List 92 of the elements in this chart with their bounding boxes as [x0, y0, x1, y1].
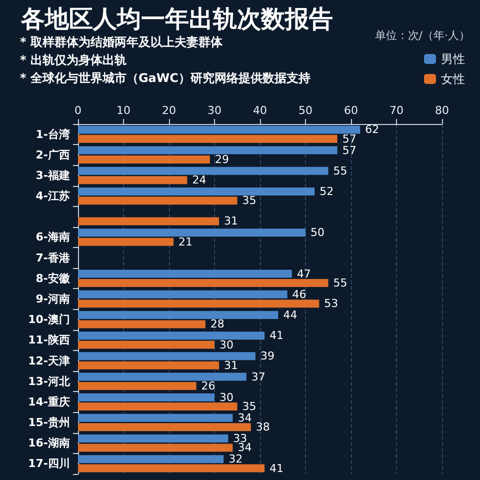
- bar: [78, 187, 315, 196]
- x-tick-label: 10: [116, 104, 130, 117]
- data-label: 47: [296, 267, 311, 280]
- y-tick-label: 4-江苏: [36, 190, 70, 203]
- bar: [78, 290, 288, 298]
- y-tick-label: 2-广西: [36, 148, 70, 162]
- x-tick-label: 80: [435, 104, 449, 117]
- data-label: 52: [320, 184, 334, 198]
- x-tick-label: 70: [390, 104, 404, 117]
- bar: [78, 196, 238, 205]
- bar: [78, 270, 292, 278]
- y-tick-label: 14-重庆: [28, 395, 70, 408]
- x-tick-label: 60: [344, 104, 358, 117]
- bar: [78, 310, 278, 319]
- y-tick-label: 1-台湾: [36, 128, 71, 141]
- data-label: 26: [201, 379, 216, 392]
- bar: [78, 444, 233, 452]
- bar: [78, 352, 256, 360]
- x-tick-label: 50: [298, 104, 312, 117]
- data-label: 34: [238, 411, 252, 424]
- data-label: 29: [214, 152, 229, 166]
- data-label: 41: [270, 329, 284, 342]
- bar: [78, 146, 338, 154]
- bar: [78, 279, 328, 288]
- y-tick-label: 13-河北: [28, 374, 71, 388]
- data-label: 35: [242, 194, 256, 208]
- bar: [78, 126, 360, 134]
- data-label: 50: [310, 226, 324, 240]
- data-label: 31: [224, 214, 238, 228]
- text: * 取样群体为结婚两年及以上夫妻群体: [20, 35, 224, 49]
- bar: [78, 332, 265, 340]
- bar: [78, 300, 320, 308]
- bar: [78, 382, 196, 390]
- text: 单位：次/（年·人）: [374, 29, 470, 42]
- y-tick-label: 10-澳门: [28, 313, 70, 326]
- data-label: 31: [224, 358, 238, 372]
- y-tick-label: 8-安徽: [36, 272, 71, 285]
- bar: [78, 455, 224, 464]
- x-tick-label: 20: [162, 104, 176, 117]
- y-tick-label: 17-四川: [28, 457, 70, 470]
- data-label: 44: [283, 308, 298, 322]
- data-label: 62: [365, 123, 380, 136]
- bar: [78, 155, 210, 164]
- bar: [78, 372, 246, 381]
- bar: [78, 320, 206, 328]
- y-tick-label: 12-天津: [28, 354, 70, 368]
- data-label: 32: [228, 452, 243, 466]
- y-tick-label: 6-海南: [36, 230, 70, 244]
- data-label: 39: [260, 350, 274, 363]
- y-tick-label: 16-湖南: [28, 436, 70, 450]
- bar: [78, 393, 214, 402]
- bar: [78, 134, 338, 143]
- x-tick-label: 30: [208, 104, 222, 117]
- x-tick-label: 40: [253, 104, 267, 117]
- y-tick-label: 9-河南: [36, 292, 70, 306]
- bar: [78, 340, 214, 349]
- data-label: 46: [292, 288, 306, 301]
- data-label: 57: [342, 132, 356, 146]
- bar: [78, 166, 328, 175]
- data-label: 55: [333, 276, 348, 290]
- y-tick-label: 3-福建: [36, 168, 70, 182]
- data-label: 41: [270, 462, 284, 475]
- bar: [78, 402, 238, 411]
- chart-title: 各地区人均一年出轨次数报告: [20, 5, 333, 33]
- y-tick-label: 7-香港: [36, 251, 71, 264]
- text: * 出轨仅为身体出轨: [20, 53, 126, 67]
- bar: [78, 423, 251, 432]
- data-label: 21: [178, 235, 193, 248]
- y-tick-label: 11-陕西: [28, 334, 70, 347]
- data-label: 24: [192, 174, 206, 187]
- data-label: 37: [251, 370, 266, 384]
- data-label: 55: [333, 164, 348, 178]
- data-label: 38: [256, 420, 270, 434]
- bar: [78, 238, 174, 246]
- data-label: 35: [242, 400, 256, 414]
- text: * 全球化与世界城市（GaWC）研究网络提供数据支持: [20, 71, 310, 85]
- data-label: 30: [220, 390, 234, 404]
- bar: [78, 414, 233, 422]
- bar: [78, 361, 220, 370]
- bar: [78, 228, 306, 237]
- bar: [78, 217, 220, 226]
- data-label: 30: [220, 338, 234, 352]
- x-tick-label: 0: [74, 104, 82, 117]
- bar: [78, 464, 265, 472]
- legend-label: 女性: [441, 72, 465, 86]
- bar: [78, 176, 188, 184]
- data-label: 57: [342, 144, 356, 157]
- legend-label: 男性: [441, 52, 465, 66]
- bar: [78, 434, 228, 443]
- data-label: 53: [324, 297, 338, 310]
- data-label: 28: [210, 318, 224, 331]
- y-tick-label: 15-贵州: [28, 416, 70, 430]
